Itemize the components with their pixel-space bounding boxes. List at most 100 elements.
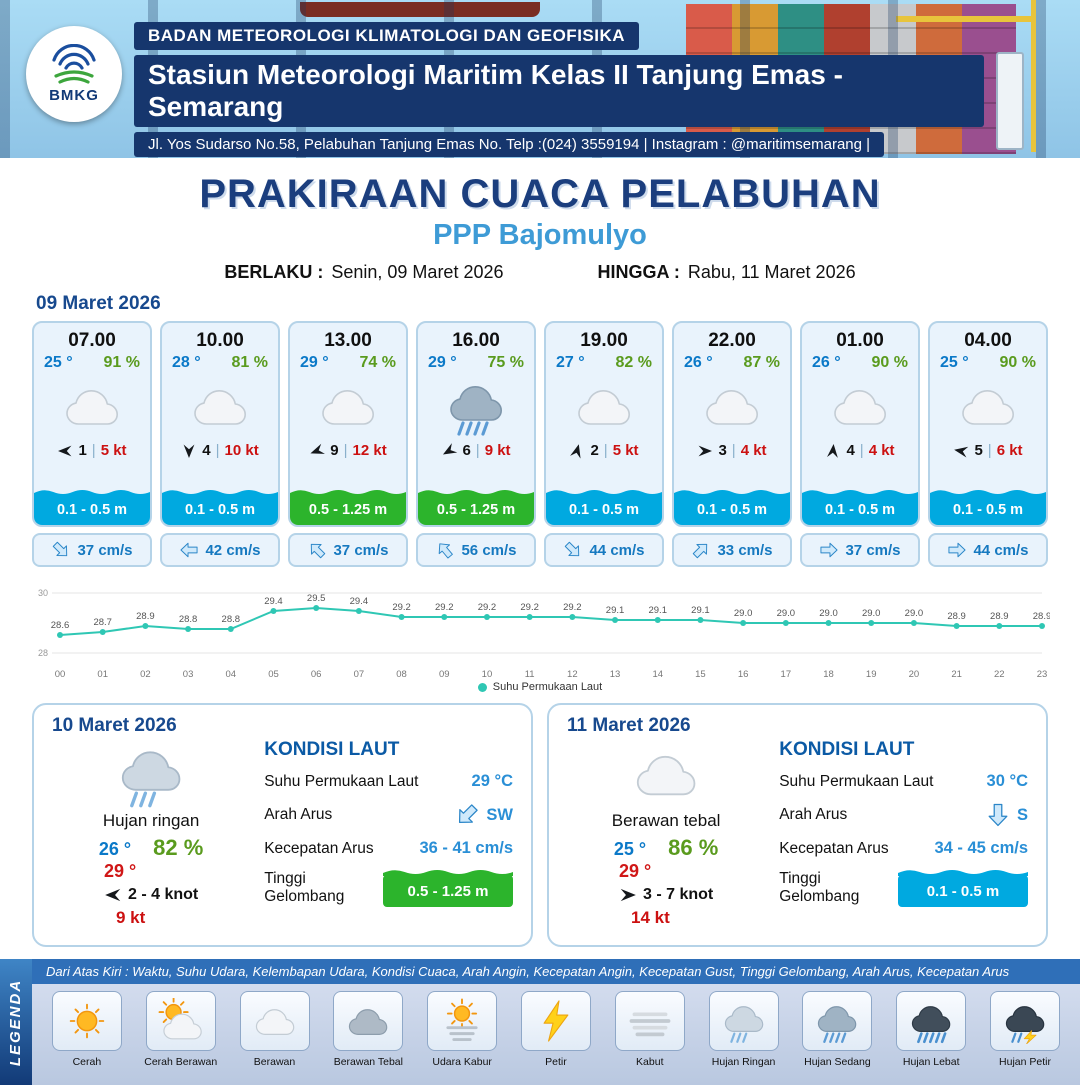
wind-row: 3 | 4 kt xyxy=(674,442,790,459)
current-speed-value: 36 - 41 cm/s xyxy=(419,839,513,857)
humidity: 82 % xyxy=(615,354,652,371)
current-direction-icon xyxy=(947,540,967,560)
wave-crest xyxy=(930,490,1046,496)
daily-forecast-row: 10 Maret 2026 Hujan ringan 26 ° 82 % 29 … xyxy=(0,703,1080,947)
sst-label: Suhu Permukaan Laut xyxy=(779,772,934,790)
legend-item-icon xyxy=(990,991,1061,1051)
wind-speed: 12 kt xyxy=(352,442,387,459)
legend-item-label: Hujan Ringan xyxy=(711,1056,776,1068)
legend-item-label: Berawan xyxy=(253,1056,296,1068)
legend-item-label: Hujan Sedang xyxy=(804,1056,871,1068)
wave-height-badge: 0.1 - 0.5 m xyxy=(674,490,790,525)
wind-direction-value: 4 xyxy=(202,442,211,459)
hourly-card: 22.00 26 ° 87 % 3 | 4 kt 0.1 - 0.5 m xyxy=(672,321,792,567)
legend-item: Cerah Berawan xyxy=(135,991,227,1068)
location-name: PPP Bajomulyo xyxy=(433,219,647,251)
svg-text:09: 09 xyxy=(439,669,450,680)
wave-crest xyxy=(34,490,150,496)
legend-item: Hujan Ringan xyxy=(698,991,790,1068)
legend-item: Kabut xyxy=(604,991,696,1068)
humidity: 81 % xyxy=(231,354,268,371)
weather-icon xyxy=(546,374,662,438)
wind-direction-icon xyxy=(697,443,713,459)
daily-weather-icon xyxy=(626,739,706,809)
daily-humidity: 86 % xyxy=(668,835,719,860)
humidity: 74 % xyxy=(359,354,396,371)
current-direction-icon xyxy=(431,536,459,564)
legend-title: LEGENDA xyxy=(7,978,25,1066)
legend-item-icon xyxy=(333,991,404,1051)
hourly-forecast-row: 07.00 25 ° 91 % 1 | 5 kt 0.1 - 0.5 m xyxy=(0,321,1080,567)
forecast-time: 13.00 xyxy=(324,330,372,351)
svg-text:29.0: 29.0 xyxy=(777,608,796,619)
legend-item: Hujan Lebat xyxy=(885,991,977,1068)
sst-value: 30 °C xyxy=(986,772,1028,790)
legend-item-icon xyxy=(896,991,967,1051)
svg-text:22: 22 xyxy=(994,669,1005,680)
legend-item: Hujan Petir xyxy=(979,991,1071,1068)
forecast-time: 07.00 xyxy=(68,330,116,351)
wind-direction-value: 2 xyxy=(590,442,599,459)
daily-temp-min: 25 ° xyxy=(613,839,647,859)
legend-item-label: Berawan Tebal xyxy=(333,1056,403,1068)
legend-item-icon xyxy=(145,991,216,1051)
wind-direction-value: 4 xyxy=(846,442,855,459)
legend-item: Cerah xyxy=(41,991,133,1068)
daily-date: 11 Maret 2026 xyxy=(567,715,691,736)
daily-gust: 14 kt xyxy=(631,908,670,927)
wind-row: 4 | 10 kt xyxy=(162,442,278,459)
svg-text:29.1: 29.1 xyxy=(606,605,625,616)
daily-card: 11 Maret 2026 Berawan tebal 25 ° 86 % 29… xyxy=(547,703,1048,947)
wind-direction-value: 9 xyxy=(330,442,339,459)
daily-gust: 9 kt xyxy=(116,908,146,927)
current-badge: 37 cm/s xyxy=(32,533,152,567)
sst-label: Suhu Permukaan Laut xyxy=(264,772,419,790)
current-badge: 44 cm/s xyxy=(928,533,1048,567)
svg-text:02: 02 xyxy=(140,669,151,680)
daily-wind: 3 - 7 knot xyxy=(619,886,713,904)
legend-item-icon xyxy=(520,991,591,1051)
wind-direction-icon xyxy=(57,443,73,459)
sea-conditions-title: KONDISI LAUT xyxy=(264,739,400,760)
svg-text:00: 00 xyxy=(55,669,66,680)
legend-item-label: Hujan Petir xyxy=(999,1056,1051,1068)
svg-text:16: 16 xyxy=(738,669,749,680)
wave-crest xyxy=(898,870,1028,876)
daily-wind-range: 2 - 4 knot xyxy=(127,886,199,903)
header-banner: BMKG BADAN METEOROLOGI KLIMATOLOGI DAN G… xyxy=(0,0,1080,158)
svg-text:29.1: 29.1 xyxy=(648,605,667,616)
current-speed-value: 56 cm/s xyxy=(461,541,517,559)
svg-text:28.9: 28.9 xyxy=(1033,611,1050,622)
legend-item-label: Kabut xyxy=(636,1056,664,1068)
wave-crest xyxy=(162,490,278,496)
wave-crest xyxy=(418,490,534,496)
pillar xyxy=(996,52,1024,150)
svg-text:28.9: 28.9 xyxy=(947,611,966,622)
svg-text:19: 19 xyxy=(866,669,877,680)
wave-height-value: 0.1 - 0.5 m xyxy=(184,502,256,518)
hourly-card: 13.00 29 ° 74 % 9 | 12 kt 0.5 - 1.25 m xyxy=(288,321,408,567)
svg-text:28.9: 28.9 xyxy=(990,611,1009,622)
wave-height-value: 0.1 - 0.5 m xyxy=(952,502,1024,518)
current-direction-icon xyxy=(179,540,199,560)
current-direction-icon xyxy=(303,536,331,564)
wave-value: 0.5 - 1.25 m xyxy=(407,882,489,900)
sea-surface-temp-chart: 30 28 28.6 00 28.7 01 28.9 02 28.8 03 28.8 04 29.4 05… xyxy=(38,588,1050,680)
svg-text:29.2: 29.2 xyxy=(563,602,582,613)
svg-text:29.2: 29.2 xyxy=(435,602,454,613)
legend-item-label: Hujan Lebat xyxy=(902,1056,960,1068)
svg-text:29.2: 29.2 xyxy=(392,602,411,613)
forecast-time: 16.00 xyxy=(452,330,500,351)
svg-text:29.0: 29.0 xyxy=(905,608,924,619)
wind-direction-icon xyxy=(439,440,461,462)
daily-wind: 2 - 4 knot xyxy=(104,886,198,904)
wind-row: 4 | 4 kt xyxy=(802,442,918,459)
daily-humidity: 82 % xyxy=(153,835,204,860)
station-address: Jl. Yos Sudarso No.58, Pelabuhan Tanjung… xyxy=(134,132,885,157)
svg-text:08: 08 xyxy=(396,669,407,680)
legend-item: Berawan xyxy=(229,991,321,1068)
weather-icon xyxy=(930,374,1046,438)
station-name: Stasiun Meteorologi Maritim Kelas II Tan… xyxy=(134,55,984,127)
humidity: 90 % xyxy=(999,354,1036,371)
air-temperature: 25 ° xyxy=(44,354,73,371)
